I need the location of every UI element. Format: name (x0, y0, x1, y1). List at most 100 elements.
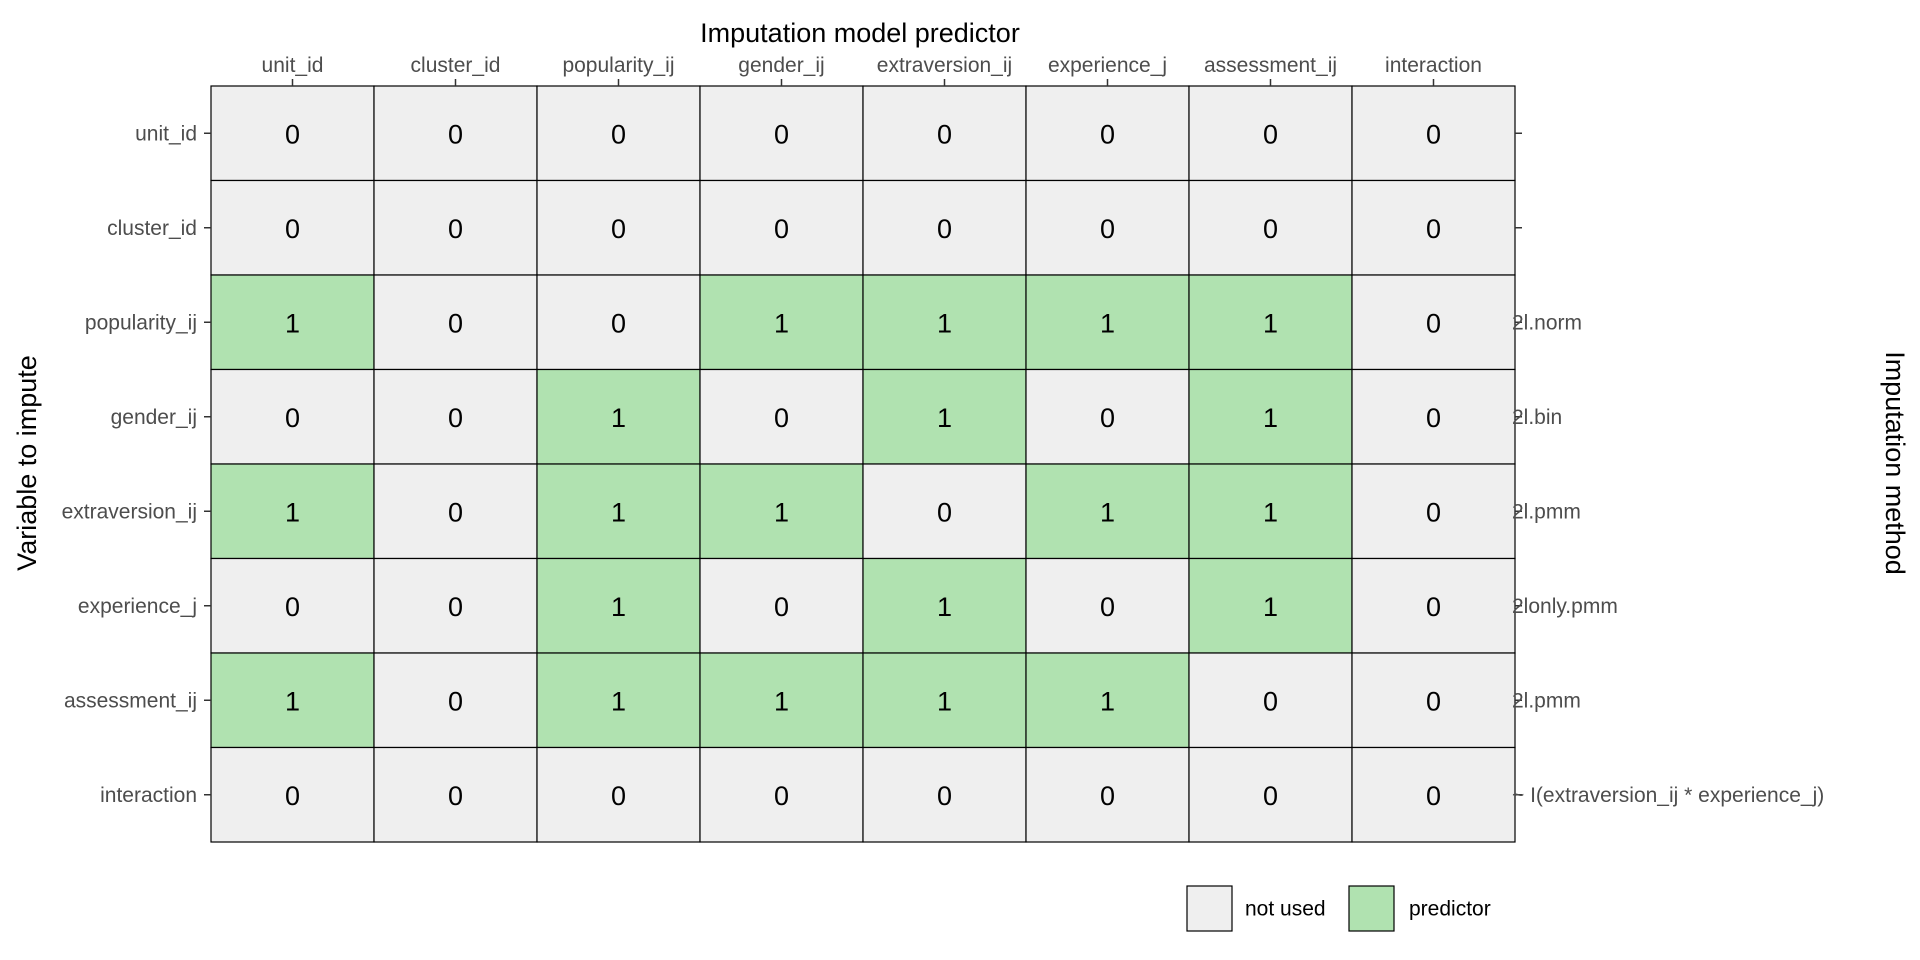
cell-value: 1 (1263, 592, 1278, 622)
column-label: popularity_ij (562, 54, 674, 77)
matrix-cell (1351, 746, 1516, 843)
cell-value: 0 (285, 119, 300, 149)
cell-value: 0 (774, 214, 789, 244)
matrix-cell (1025, 179, 1190, 276)
cell-value: 0 (285, 214, 300, 244)
cell-value: 1 (774, 686, 789, 716)
cell-value: 0 (1426, 119, 1441, 149)
cell-value: 1 (774, 497, 789, 527)
cell-value: 0 (611, 119, 626, 149)
row-label: unit_id (135, 122, 197, 145)
matrix-cell (536, 368, 701, 465)
column-label: interaction (1385, 54, 1482, 77)
cell-value: 1 (1263, 403, 1278, 433)
method-label: 2l.norm (1512, 311, 1582, 334)
cell-value: 0 (448, 119, 463, 149)
row-label: popularity_ij (85, 311, 197, 334)
matrix-cell (1351, 652, 1516, 749)
cell-value: 1 (611, 686, 626, 716)
matrix-cell (699, 746, 864, 843)
matrix-cell (1188, 652, 1353, 749)
row-label: extraversion_ij (62, 500, 197, 523)
matrix-cell (1351, 557, 1516, 654)
heatmap-cells: 0 0 0 0 0 0 0 0 0 0 0 0 0 0 0 0 1 0 0 1 1 1 1 0 0 0 1 0 1 0 1 0 1 0 1 1 0 1 1 0… (210, 85, 1516, 843)
matrix-cell (210, 652, 375, 749)
cell-value: 0 (448, 592, 463, 622)
matrix-cell (536, 557, 701, 654)
cell-value: 1 (774, 308, 789, 338)
matrix-cell (699, 368, 864, 465)
column-label: assessment_ij (1204, 54, 1337, 77)
matrix-cell (373, 85, 538, 182)
matrix-cell (862, 368, 1027, 465)
matrix-cell (699, 179, 864, 276)
cell-value: 1 (937, 403, 952, 433)
axis-labels: unit_id cluster_id popularity_ij gender_ij e… (62, 54, 1825, 807)
cell-value: 0 (285, 592, 300, 622)
matrix-cell (1025, 746, 1190, 843)
cell-value: 1 (1263, 308, 1278, 338)
legend-label: predictor (1409, 898, 1491, 921)
cell-value: 0 (774, 403, 789, 433)
cell-value: 0 (774, 781, 789, 811)
cell-value: 0 (448, 214, 463, 244)
cell-value: 0 (1263, 214, 1278, 244)
cell-value: 0 (937, 781, 952, 811)
cell-value: 1 (611, 497, 626, 527)
method-label: 2l.pmm (1512, 500, 1581, 523)
matrix-cell (536, 463, 701, 560)
row-label: interaction (100, 784, 197, 807)
matrix-cell (536, 274, 701, 371)
matrix-cell (1351, 85, 1516, 182)
cell-value: 0 (611, 308, 626, 338)
cell-value: 1 (285, 686, 300, 716)
cell-value: 0 (1426, 308, 1441, 338)
cell-value: 0 (1426, 686, 1441, 716)
matrix-cell (1025, 274, 1190, 371)
cell-value: 0 (1263, 781, 1278, 811)
column-label: gender_ij (738, 54, 824, 77)
cell-value: 0 (448, 781, 463, 811)
cell-value: 0 (774, 592, 789, 622)
cell-value: 1 (611, 592, 626, 622)
matrix-cell (1188, 463, 1353, 560)
matrix-cell (1025, 85, 1190, 182)
matrix-cell (536, 746, 701, 843)
cell-value: 0 (448, 686, 463, 716)
cell-value: 0 (285, 403, 300, 433)
matrix-cell (210, 85, 375, 182)
matrix-cell (862, 652, 1027, 749)
cell-value: 0 (1263, 686, 1278, 716)
cell-value: 1 (1100, 686, 1115, 716)
cell-value: 1 (1100, 308, 1115, 338)
matrix-cell (862, 179, 1027, 276)
matrix-cell (1025, 652, 1190, 749)
matrix-cell (1351, 463, 1516, 560)
matrix-cell (862, 557, 1027, 654)
cell-value: 1 (285, 497, 300, 527)
cell-value: 0 (1426, 214, 1441, 244)
cell-value: 1 (285, 308, 300, 338)
matrix-cell (862, 274, 1027, 371)
matrix-cell (1188, 368, 1353, 465)
cell-value: 0 (774, 119, 789, 149)
matrix-cell (210, 368, 375, 465)
cell-value: 0 (937, 119, 952, 149)
cell-value: 0 (285, 781, 300, 811)
row-label: cluster_id (107, 217, 197, 240)
matrix-cell (862, 463, 1027, 560)
cell-value: 0 (1100, 214, 1115, 244)
column-label: cluster_id (411, 54, 501, 77)
matrix-cell (699, 274, 864, 371)
column-label: extraversion_ij (877, 54, 1012, 77)
y-axis-title: Variable to impute (12, 355, 42, 571)
matrix-cell (373, 557, 538, 654)
method-label: 2l.pmm (1512, 689, 1581, 712)
matrix-cell (1188, 557, 1353, 654)
cell-value: 0 (937, 214, 952, 244)
cell-value: 0 (611, 214, 626, 244)
cell-value: 0 (1100, 119, 1115, 149)
cell-value: 0 (1426, 403, 1441, 433)
matrix-cell (699, 85, 864, 182)
